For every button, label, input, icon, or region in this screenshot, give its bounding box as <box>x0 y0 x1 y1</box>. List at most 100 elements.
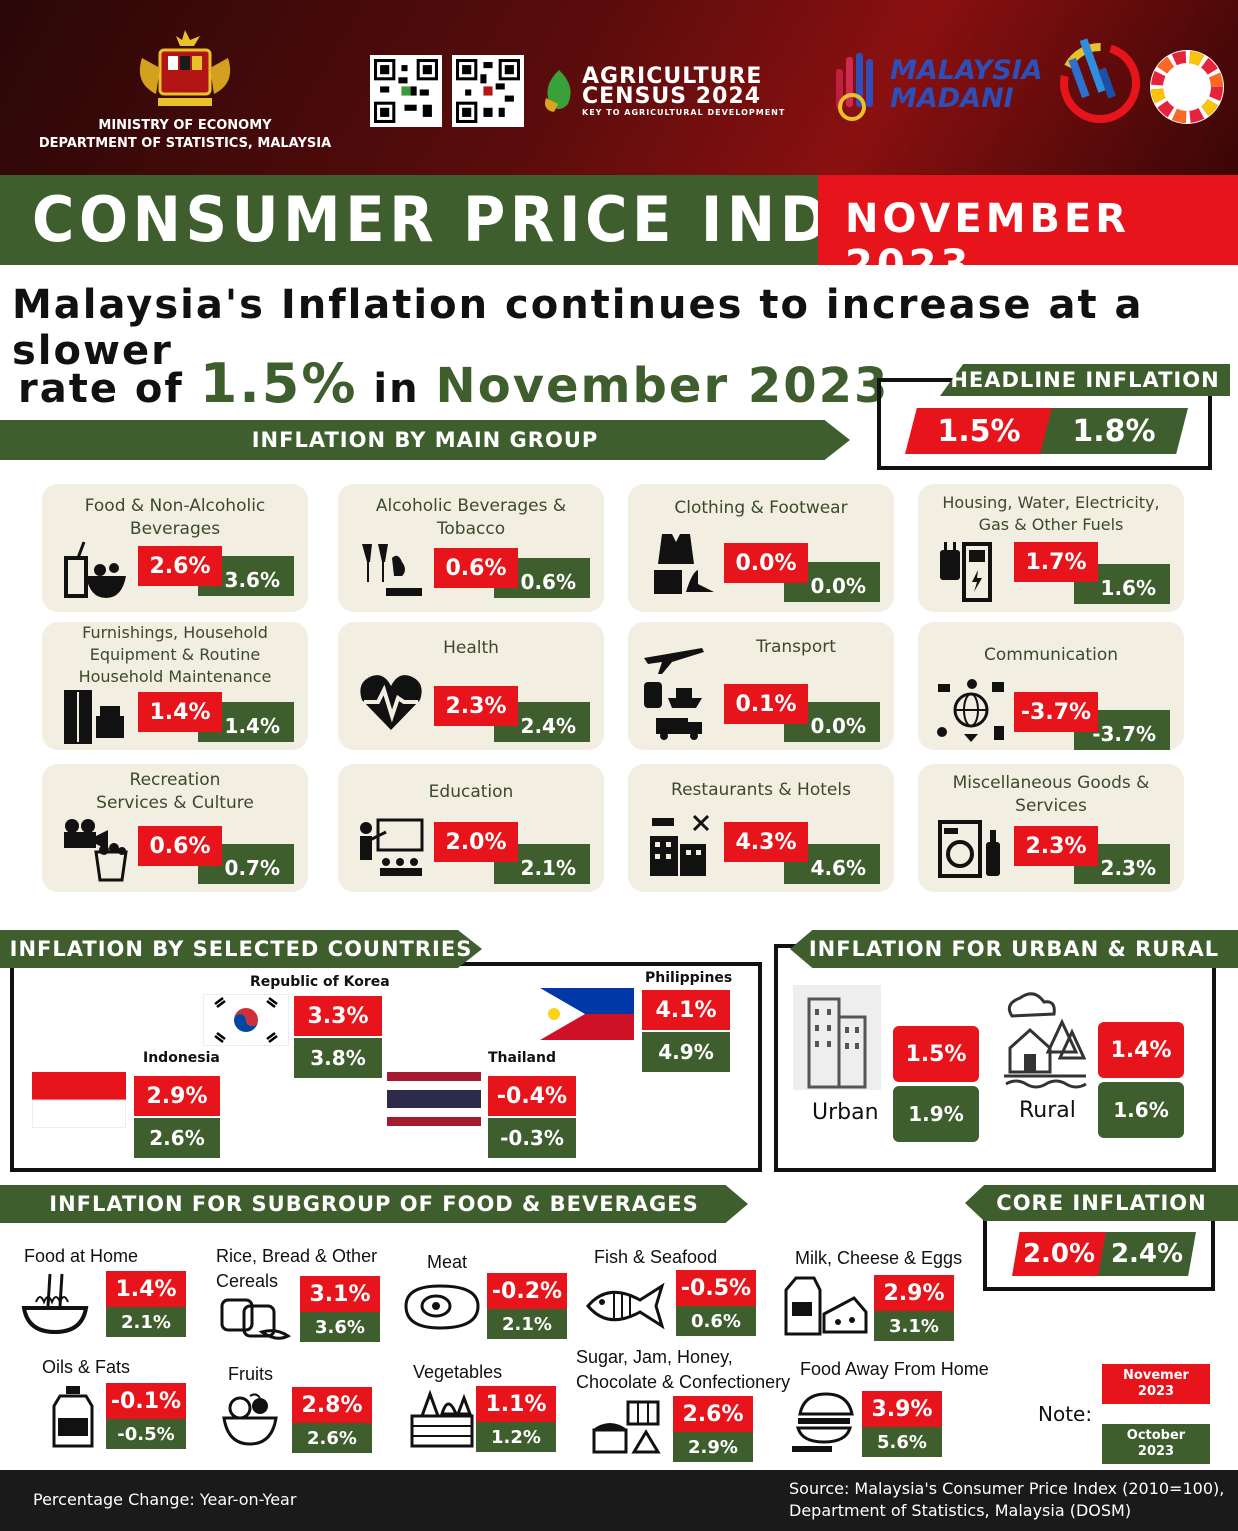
card-misc-goods-services: Miscellaneous Goods & Services 2.3% 2.3% <box>918 764 1184 892</box>
korea-previous: 3.8% <box>294 1038 382 1078</box>
subgroup-name-fruits: Fruits <box>228 1364 273 1384</box>
subgroup-current-fish-seafood: -0.5% <box>676 1270 756 1306</box>
indonesia-previous: 2.6% <box>134 1118 220 1158</box>
transport-icon <box>644 648 704 740</box>
headline-inflation-current: 1.5% <box>905 408 1053 454</box>
oil-bottle-icon <box>52 1386 94 1448</box>
report-month: NOVEMBER 2023 <box>845 196 1131 288</box>
washing-machine-icon <box>938 820 1000 878</box>
card-recreation: Recreation Services & Culture 0.6% 0.7% <box>42 764 308 892</box>
urban-previous: 1.9% <box>893 1086 979 1142</box>
subgroup-previous-meat: 2.1% <box>487 1309 567 1339</box>
card-name: Health <box>443 638 499 658</box>
subgroup-current-fruits: 2.8% <box>292 1387 372 1423</box>
fruit-basket-icon <box>222 1393 278 1446</box>
footer-source-line1: Source: Malaysia's Consumer Price Index … <box>789 1479 1225 1498</box>
madani-line2: MADANI <box>890 83 1014 114</box>
country-name-philippines: Philippines <box>645 970 733 986</box>
thailand-flag-icon <box>387 1072 481 1126</box>
camera-popcorn-icon <box>64 819 128 882</box>
rural-previous: 1.6% <box>1098 1082 1184 1138</box>
card-furnishings: Furnishings, Household Equipment & Routi… <box>42 622 308 750</box>
card-name: Housing, Water, Electricity, Gas & Other… <box>942 493 1160 534</box>
agriculture-census-logo: AGRICULTURE CENSUS 2024 KEY TO AGRICULTU… <box>540 62 820 122</box>
subgroup-current-rice-bread: 3.1% <box>300 1276 380 1312</box>
title-bar <box>0 175 820 265</box>
card-name: Clothing & Footwear <box>674 498 848 518</box>
subgroup-previous-oils-fats: -0.5% <box>106 1419 186 1449</box>
card-housing-utilities: Housing, Water, Electricity, Gas & Other… <box>918 484 1184 612</box>
country-name-thailand: Thailand <box>488 1050 556 1066</box>
fish-icon <box>586 1282 665 1330</box>
madani-line1: MALAYSIA <box>890 55 1043 86</box>
card-alcohol-tobacco: Alcoholic Beverages & Tobacco 0.6% 0.6% <box>338 484 604 612</box>
rural-current: 1.4% <box>1098 1022 1184 1078</box>
qr-code-2[interactable] <box>452 55 524 127</box>
card-current-value: 4.3% <box>724 822 808 862</box>
headline-line1: Malaysia's Inflation continues to increa… <box>12 282 1144 374</box>
card-current-value: 0.0% <box>724 543 808 583</box>
card-health: Health 2.3% 2.4% <box>338 622 604 750</box>
ministry-name: MINISTRY OF ECONOMY DEPARTMENT OF STATIS… <box>20 117 350 153</box>
footer-source-line2: Department of Statistics, Malaysia (DOSM… <box>789 1501 1132 1520</box>
urban-current: 1.5% <box>893 1026 979 1082</box>
subgroup-previous-food-at-home: 2.1% <box>106 1307 186 1337</box>
korea-flag-icon <box>203 994 289 1046</box>
headline-in: in <box>373 366 420 412</box>
subgroup-name-food-at-home: Food at Home <box>24 1246 139 1266</box>
noodle-bowl-icon <box>21 1273 89 1335</box>
country-name-korea: Republic of Korea <box>250 974 390 990</box>
subgroup-previous-fruits: 2.6% <box>292 1423 372 1453</box>
leaf-icon <box>545 70 571 112</box>
core-inflation-current: 2.0% <box>1012 1232 1106 1276</box>
card-current-value: 2.6% <box>138 546 222 586</box>
card-current-value: 1.7% <box>1014 542 1098 582</box>
subgroup-name-milk-cheese-eggs: Milk, Cheese & Eggs <box>795 1248 963 1268</box>
card-previous-value: 4.6% <box>784 844 880 884</box>
chocolate-honey-icon <box>592 1400 661 1454</box>
statistics-day-logo <box>1060 38 1140 123</box>
card-current-value: -3.7% <box>1014 692 1098 732</box>
card-restaurants-hotels: Restaurants & Hotels 4.3% 4.6% <box>628 764 894 892</box>
subgroup-previous-rice-bread: 3.6% <box>300 1312 380 1342</box>
classroom-icon <box>360 818 424 876</box>
food-subgroup-label: INFLATION FOR SUBGROUP OF FOOD & BEVERAG… <box>0 1185 748 1223</box>
thailand-current: -0.4% <box>488 1076 576 1116</box>
furniture-icon <box>64 690 124 744</box>
clothing-icon <box>654 534 714 594</box>
card-previous-value: 2.1% <box>494 844 590 884</box>
subgroup-previous-sugar-confectionery: 2.9% <box>673 1432 753 1462</box>
city-buildings-icon <box>793 985 881 1090</box>
thailand-previous: -0.3% <box>488 1118 576 1158</box>
utilities-icon <box>940 542 992 602</box>
philippines-flag-icon <box>540 988 634 1040</box>
card-name: Recreation Services & Culture <box>96 770 254 813</box>
footer: Percentage Change: Year-on-Year Source: … <box>0 1470 1238 1531</box>
card-current-value: 0.1% <box>724 684 808 724</box>
philippines-current: 4.1% <box>642 990 730 1030</box>
card-clothing-footwear: Clothing & Footwear 0.0% 0.0% <box>628 484 894 612</box>
headline-period: November 2023 <box>435 358 890 414</box>
headline-rate: 1.5% <box>199 352 358 415</box>
agri-tagline: KEY TO AGRICULTURAL DEVELOPMENT <box>582 108 786 117</box>
qr-code-1[interactable] <box>370 55 442 127</box>
core-inflation-previous: 2.4% <box>1098 1232 1196 1276</box>
card-current-value: 0.6% <box>138 826 222 866</box>
card-name: Education <box>428 782 514 802</box>
headline-inflation-previous: 1.8% <box>1040 408 1188 454</box>
subgroup-current-vegetables: 1.1% <box>476 1386 556 1422</box>
urban-rural-label: INFLATION FOR URBAN & RURAL <box>790 930 1238 968</box>
page-title: CONSUMER PRICE INDEX <box>32 183 926 256</box>
coat-of-arms-logo <box>139 30 231 106</box>
card-current-value: 2.3% <box>1014 826 1098 866</box>
note-current-legend: Novemer 2023 <box>1102 1364 1210 1404</box>
milk-cheese-icon <box>784 1276 868 1336</box>
subgroup-name-meat: Meat <box>427 1252 468 1272</box>
card-current-value: 0.6% <box>434 548 518 588</box>
subgroup-previous-vegetables: 1.2% <box>476 1422 556 1452</box>
card-name: Restaurants & Hotels <box>671 780 851 800</box>
card-communication: Communication -3.7% -3.7% <box>918 622 1184 750</box>
subgroup-name-vegetables: Vegetables <box>413 1362 503 1382</box>
card-name: Communication <box>984 645 1118 665</box>
note-previous-legend: October 2023 <box>1102 1424 1210 1464</box>
